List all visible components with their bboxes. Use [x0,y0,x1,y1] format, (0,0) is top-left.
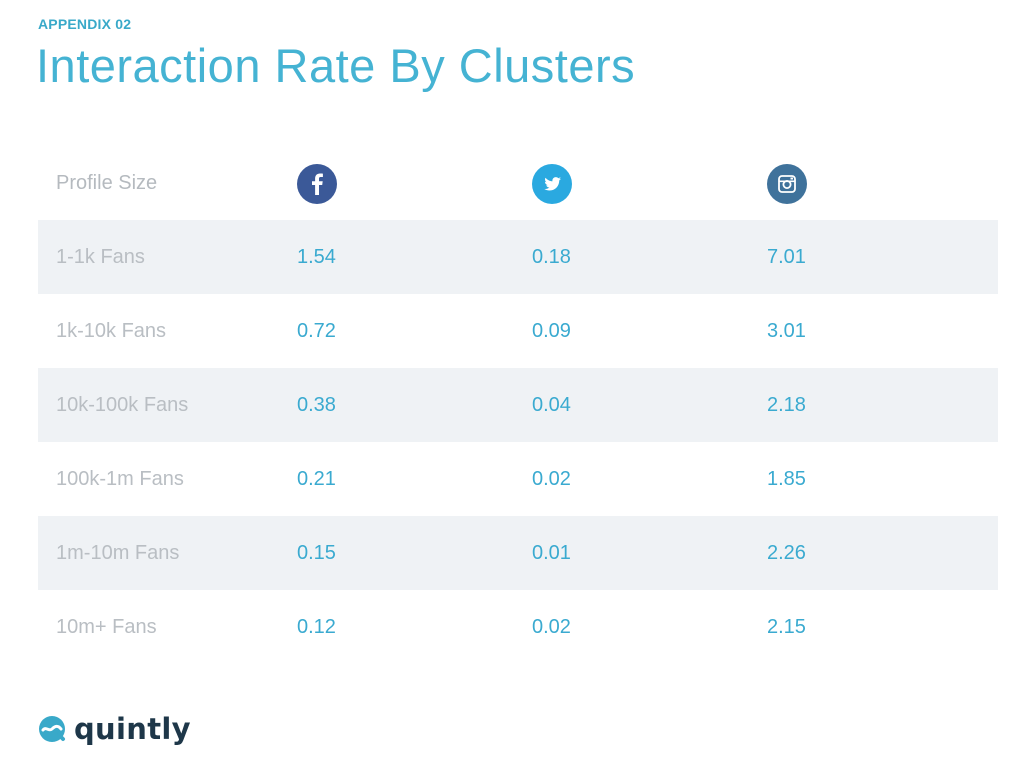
twitter-value: 0.04 [532,393,571,416]
table-row: 100k-1m Fans 0.21 0.02 1.85 [38,442,998,516]
twitter-value: 0.18 [532,245,571,268]
table-row: 10m+ Fans 0.12 0.02 2.15 [38,590,998,664]
row-label: 1m-10m Fans [56,541,180,564]
facebook-icon [297,163,337,204]
quintly-logo-icon [39,716,65,742]
facebook-value: 0.15 [297,541,336,564]
instagram-value: 7.01 [767,245,806,268]
instagram-value: 2.26 [767,541,806,564]
header-profile-size: Profile Size [56,172,158,194]
row-label: 1-1k Fans [56,245,145,268]
instagram-value: 2.15 [767,615,806,638]
twitter-value: 0.09 [532,319,571,342]
appendix-label: APPENDIX 02 [38,16,132,32]
facebook-value: 0.12 [297,615,336,638]
instagram-value: 1.85 [767,467,806,490]
header-instagram [767,163,998,204]
table-header-row: Profile Size [38,147,998,220]
twitter-value: 0.02 [532,467,571,490]
table-row: 1-1k Fans 1.54 0.18 7.01 [38,220,998,294]
twitter-value: 0.01 [532,541,571,564]
twitter-value: 0.02 [532,615,571,638]
facebook-value: 1.54 [297,245,336,268]
instagram-value: 3.01 [767,319,806,342]
facebook-value: 0.38 [297,393,336,416]
table-row: 1k-10k Fans 0.72 0.09 3.01 [38,294,998,368]
table-row: 10k-100k Fans 0.38 0.04 2.18 [38,368,998,442]
page-title: Interaction Rate By Clusters [36,39,636,92]
interaction-rate-table: Profile Size [38,147,998,664]
twitter-icon [532,163,572,204]
row-label: 1k-10k Fans [56,319,167,342]
header-facebook [297,163,532,204]
row-label: 100k-1m Fans [56,467,184,490]
facebook-value: 0.72 [297,319,336,342]
row-label: 10m+ Fans [56,615,157,638]
table-row: 1m-10m Fans 0.15 0.01 2.26 [38,516,998,590]
row-label: 10k-100k Fans [56,393,189,416]
quintly-logo-text: quintly [74,712,191,746]
facebook-value: 0.21 [297,467,336,490]
quintly-logo: quintly [38,712,191,746]
instagram-value: 2.18 [767,393,806,416]
header-twitter [532,163,767,204]
instagram-icon [767,163,807,204]
